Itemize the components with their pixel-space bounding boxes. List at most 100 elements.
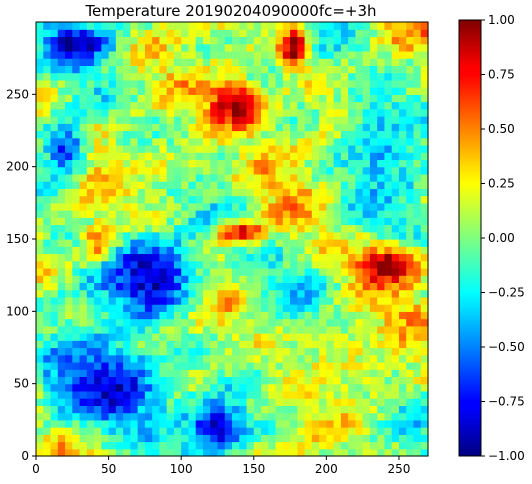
heatmap-cell <box>108 311 117 320</box>
heatmap-cell <box>232 43 240 52</box>
heatmap-cell <box>340 159 349 168</box>
heatmap-cell <box>348 361 357 370</box>
heatmap-cell <box>246 202 255 211</box>
heatmap-cell <box>391 130 400 139</box>
heatmap-cell <box>57 58 66 66</box>
heatmap-cell <box>217 137 226 146</box>
heatmap-cell <box>181 282 190 291</box>
heatmap-cell <box>369 210 378 218</box>
heatmap-cell <box>72 390 81 399</box>
heatmap-cell <box>362 275 371 283</box>
heatmap-cell <box>72 347 81 356</box>
heatmap-cell <box>297 224 306 233</box>
heatmap-cell <box>239 296 248 305</box>
heatmap-cell <box>384 87 393 95</box>
y-tick-label: 50 <box>14 377 29 391</box>
heatmap-cell <box>217 434 226 443</box>
heatmap-cell <box>239 224 248 233</box>
heatmap-cell <box>36 267 44 276</box>
heatmap-cell <box>94 202 102 211</box>
heatmap-cell <box>391 354 400 363</box>
heatmap-cell <box>86 159 95 168</box>
heatmap-cell <box>43 137 52 146</box>
heatmap-cell <box>137 398 146 406</box>
heatmap-cell <box>72 398 81 406</box>
heatmap-cell <box>57 130 66 139</box>
heatmap-cell <box>377 137 386 146</box>
heatmap-cell <box>377 231 386 240</box>
heatmap-cell <box>253 101 262 110</box>
heatmap-cell <box>115 210 124 218</box>
heatmap-cell <box>261 159 269 168</box>
heatmap-cell <box>413 405 422 414</box>
heatmap-cell <box>181 181 190 189</box>
heatmap-cell <box>413 87 422 95</box>
heatmap-cell <box>43 267 52 276</box>
heatmap-cell <box>413 253 422 262</box>
heatmap-cell <box>398 383 407 392</box>
heatmap-cell <box>195 267 204 276</box>
heatmap-cell <box>362 398 371 406</box>
heatmap-cell <box>355 412 364 421</box>
heatmap-cell <box>181 267 190 276</box>
heatmap-cell <box>246 340 255 349</box>
heatmap-cell <box>224 405 233 414</box>
heatmap-cell <box>188 195 197 204</box>
heatmap-cell <box>340 448 349 457</box>
heatmap-cell <box>282 217 291 226</box>
heatmap-cell <box>326 412 335 421</box>
heatmap-cell <box>355 116 364 124</box>
heatmap-cell <box>406 347 415 356</box>
heatmap-cell <box>36 347 44 356</box>
heatmap-cell <box>297 202 306 211</box>
heatmap-cell <box>398 340 407 349</box>
heatmap-cell <box>72 304 81 312</box>
heatmap-cell <box>333 333 342 341</box>
heatmap-cell <box>173 50 182 59</box>
heatmap-cell <box>217 448 226 457</box>
heatmap-cell <box>326 333 335 341</box>
heatmap-cell <box>246 434 255 443</box>
heatmap-cell <box>86 333 95 341</box>
heatmap-cell <box>50 267 59 276</box>
heatmap-cell <box>261 173 269 182</box>
heatmap-cell <box>253 296 262 305</box>
heatmap-cell <box>420 347 429 356</box>
heatmap-cell <box>268 130 277 139</box>
heatmap-cell <box>50 354 59 363</box>
heatmap-cell <box>355 123 364 132</box>
heatmap-cell <box>144 116 153 124</box>
heatmap-cell <box>297 195 306 204</box>
heatmap-cell <box>384 152 393 161</box>
heatmap-cell <box>384 22 393 30</box>
heatmap-cell <box>144 289 153 298</box>
heatmap-cell <box>72 181 81 189</box>
heatmap-cell <box>79 166 88 175</box>
heatmap-cell <box>195 159 204 168</box>
heatmap-cell <box>261 260 269 269</box>
heatmap-cell <box>319 376 327 385</box>
heatmap-cell <box>239 79 248 88</box>
heatmap-cell <box>72 144 81 153</box>
heatmap-cell <box>261 144 269 153</box>
heatmap-cell <box>268 137 277 146</box>
heatmap-cell <box>57 427 66 435</box>
heatmap-cell <box>420 108 429 117</box>
heatmap-cell <box>239 29 248 38</box>
heatmap-cell <box>355 333 364 341</box>
heatmap-cell <box>188 311 197 320</box>
heatmap-cell <box>65 260 73 269</box>
heatmap-cell <box>210 239 219 247</box>
y-tick-label: 250 <box>6 87 29 101</box>
heatmap-cell <box>340 195 349 204</box>
heatmap-cell <box>413 296 422 305</box>
heatmap-cell <box>290 166 298 175</box>
heatmap-cell <box>333 108 342 117</box>
heatmap-cell <box>290 354 298 363</box>
heatmap-cell <box>210 354 219 363</box>
heatmap-cell <box>333 210 342 218</box>
heatmap-cell <box>123 275 131 283</box>
heatmap-cell <box>253 282 262 291</box>
heatmap-cell <box>297 441 306 450</box>
heatmap-cell <box>101 137 110 146</box>
